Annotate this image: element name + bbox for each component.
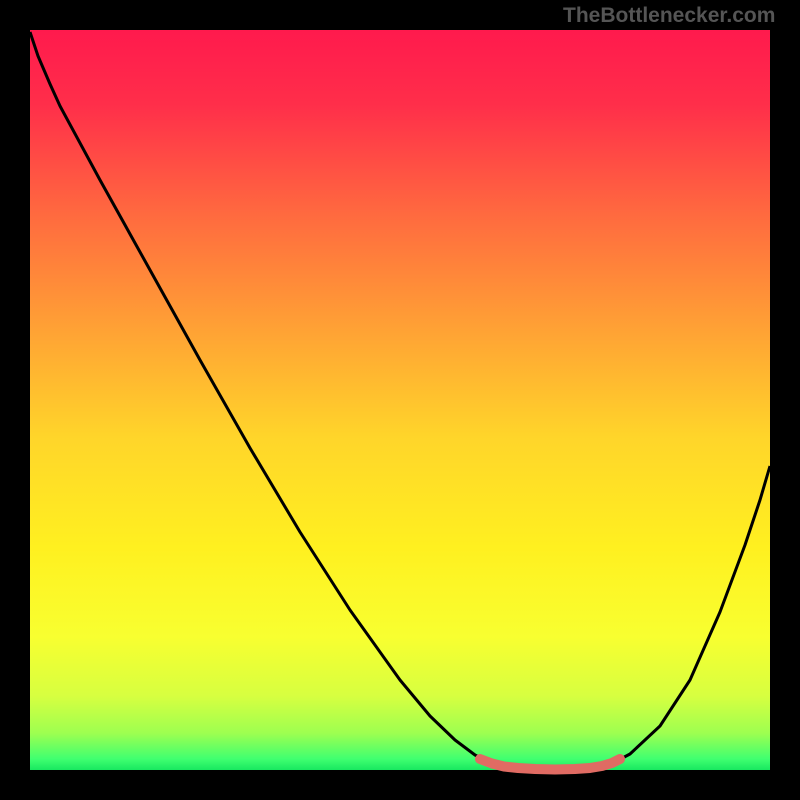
bottleneck-curve [30,32,770,770]
curve-layer [0,0,800,800]
valley-highlight [480,759,620,770]
chart-container: TheBottlenecker.com [0,0,800,800]
